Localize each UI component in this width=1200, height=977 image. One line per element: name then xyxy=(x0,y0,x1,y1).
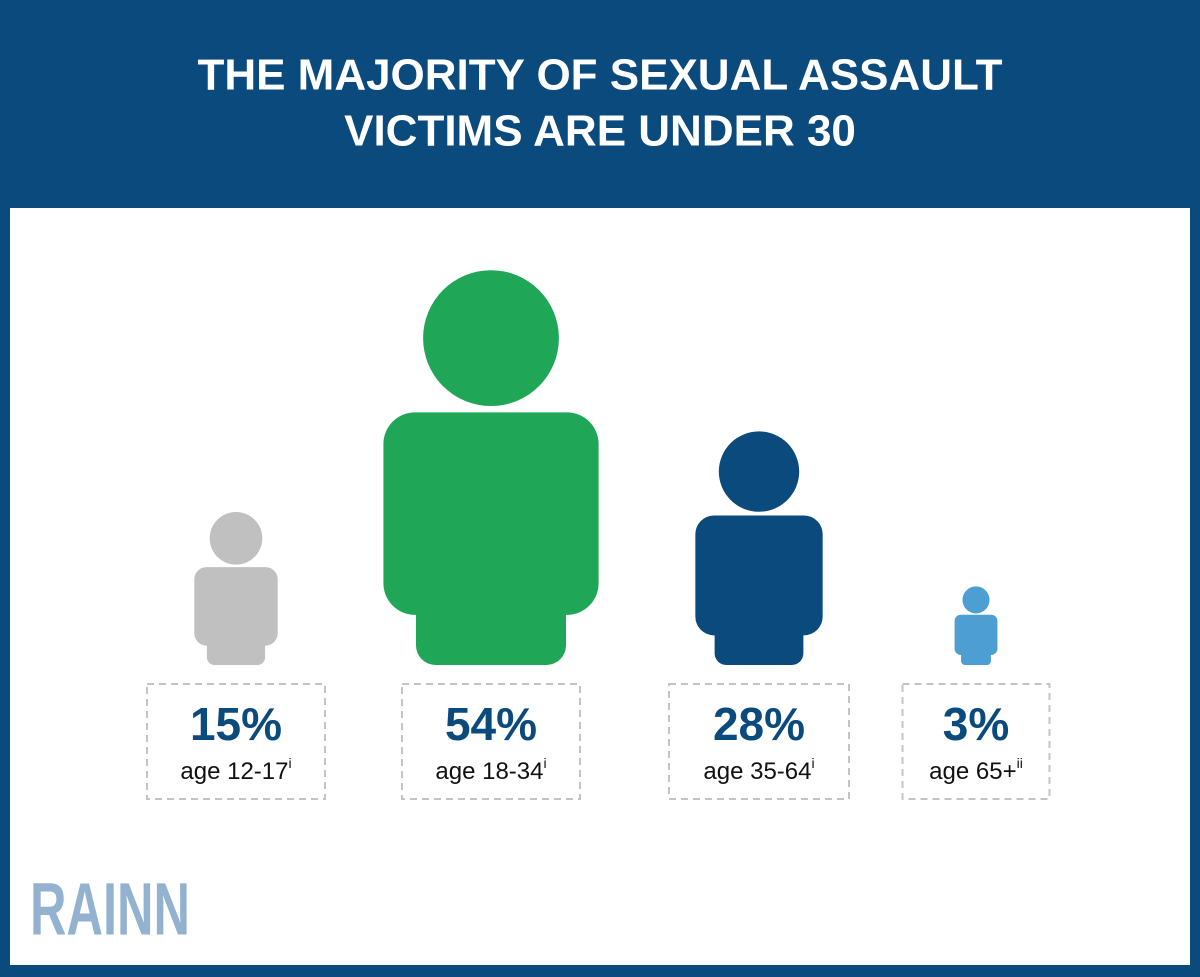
figure xyxy=(954,586,998,665)
figure-head xyxy=(718,431,800,512)
figure-body xyxy=(194,567,278,646)
category-name: age 18-34 xyxy=(435,758,543,785)
value-label: 28% xyxy=(713,698,805,750)
figure xyxy=(194,511,278,665)
footnote-mark: i xyxy=(288,755,291,771)
figure-body xyxy=(954,614,998,656)
figure xyxy=(383,270,599,665)
category-label: age 12-17i xyxy=(180,755,291,786)
label-box xyxy=(668,683,850,800)
figure-head xyxy=(423,270,559,407)
figure-legs xyxy=(714,623,804,665)
figure-body xyxy=(695,515,823,636)
title-line: THE MAJORITY OF SEXUAL ASSAULT xyxy=(197,51,1002,100)
label-box xyxy=(146,683,326,800)
footnote-mark: i xyxy=(811,755,814,771)
category-label: age 65+ii xyxy=(929,755,1023,786)
category-label: age 35-64i xyxy=(703,755,814,786)
category-name: age 35-64 xyxy=(703,758,811,785)
figure-legs xyxy=(961,651,991,665)
figure-body xyxy=(383,412,599,615)
figure-head xyxy=(962,586,990,614)
panel xyxy=(10,208,1190,965)
title-line: VICTIMS ARE UNDER 30 xyxy=(344,107,856,156)
footnote-mark: i xyxy=(543,755,546,771)
category-label: age 18-34i xyxy=(435,755,546,786)
figure-legs xyxy=(415,595,567,665)
value-label: 54% xyxy=(445,698,537,750)
figure-head xyxy=(209,511,263,565)
figure xyxy=(695,431,823,665)
category-name: age 65+ xyxy=(929,758,1016,785)
logo: RAINN xyxy=(30,868,190,951)
label-box xyxy=(901,683,1051,800)
figure-legs xyxy=(206,637,266,665)
category-name: age 12-17 xyxy=(180,758,288,785)
footnote-mark: ii xyxy=(1017,755,1023,771)
value-label: 15% xyxy=(190,698,282,750)
label-box xyxy=(401,683,581,800)
value-label: 3% xyxy=(943,698,1009,750)
